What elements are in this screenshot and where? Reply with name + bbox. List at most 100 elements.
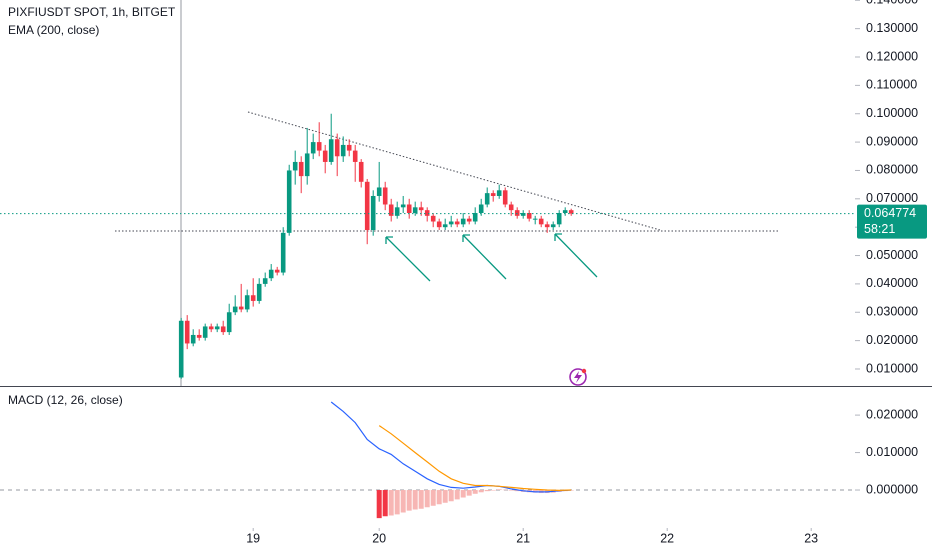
candle-body [370,195,376,231]
candle-body [418,207,424,211]
y-tick-label: 0.030000 [866,305,918,319]
y-tick-label: 0.020000 [866,333,918,347]
candle-body [562,210,568,213]
histogram-bar [436,490,442,505]
x-tick-label: 22 [660,531,674,545]
candle-body [250,295,256,301]
last-price-label: 0.064774 [864,206,916,220]
macd-line [330,401,572,493]
candle-body [322,150,328,162]
candle-body [508,204,514,211]
histogram-bar [394,490,400,515]
candle-body [364,181,370,231]
trend-line [247,111,661,231]
y-tick-label: 0.020000 [866,407,918,421]
last-price-box [857,204,927,239]
icon-circle [569,368,587,386]
candle-body [460,218,466,225]
y-tick-label: 0.070000 [866,191,918,205]
histogram-bar [496,489,502,491]
histogram-bar [400,490,406,513]
candle-body [262,278,268,284]
candle-body [514,210,520,216]
histogram-bar [514,490,520,492]
candle-body [436,221,442,228]
histogram-bar [430,490,436,506]
x-tick-label: 20 [372,531,386,545]
candle-body [178,320,184,378]
histogram-bar [454,490,460,500]
histogram-bar [448,490,454,502]
x-tick-label: 19 [246,531,260,545]
candle-body [274,269,280,273]
y-tick-label: 0.040000 [866,276,918,290]
candle-body [190,334,196,344]
arrow [385,236,431,282]
histogram-bar [376,490,382,519]
candle-body [538,218,544,225]
candle-body [400,204,406,208]
histogram-bar [508,490,514,491]
histogram-bar [388,490,394,516]
y-tick-label: 0.130000 [866,21,918,35]
candle-body [502,190,508,205]
y-tick-label: 0.050000 [866,248,918,262]
histogram-bar [460,490,466,498]
histogram-bar [418,490,424,509]
y-tick-label: 0.010000 [866,445,918,459]
candle-body [532,218,538,220]
candle-body [214,326,220,330]
candle-body [226,312,232,333]
y-tick-label: 0.100000 [866,106,918,120]
candle-body [268,269,274,279]
candle-body [382,187,388,205]
candle-body [472,212,478,222]
candle-body [454,221,460,225]
candle-body [256,283,262,301]
candle-body [568,210,574,214]
y-tick-label: 0.000000 [866,482,918,496]
y-tick-label: 0.080000 [866,163,918,177]
candle-body [406,204,412,213]
histogram-bar [484,490,490,492]
candle-body [316,142,322,151]
candle-body [478,204,484,213]
macd-title: MACD (12, 26, close) [8,393,123,407]
candle-body [208,326,214,330]
countdown-label: 58:21 [864,222,895,236]
candle-body [496,190,502,196]
histogram-bar [424,490,430,508]
candle-body [430,215,436,222]
x-tick-label: 21 [516,531,530,545]
histogram-bar [472,490,478,494]
candle-body [328,139,334,162]
candle-body [424,210,430,216]
x-tick-label: 23 [804,531,818,545]
candle-body [184,320,190,344]
icon-bolt [574,371,582,383]
candle-body [550,224,556,228]
candle-body [412,207,418,213]
candle-body [280,232,286,273]
lightning-icon [569,368,587,386]
candle-body [202,326,208,338]
candle-body [484,193,490,205]
candle-body [340,144,346,157]
histogram-bar [382,490,388,517]
candle-body [376,187,382,196]
candle-body [556,212,562,225]
candle-body [310,142,316,154]
histogram-bar [412,490,418,510]
candle-body [526,212,532,219]
candle-body [286,170,292,233]
candle-body [298,161,304,177]
candle-body [448,221,454,225]
histogram-bar [466,490,472,496]
arrow [462,234,507,280]
candle-body [220,326,226,333]
candle-body [304,153,310,177]
candle-body [352,150,358,162]
candle-body [346,144,352,151]
